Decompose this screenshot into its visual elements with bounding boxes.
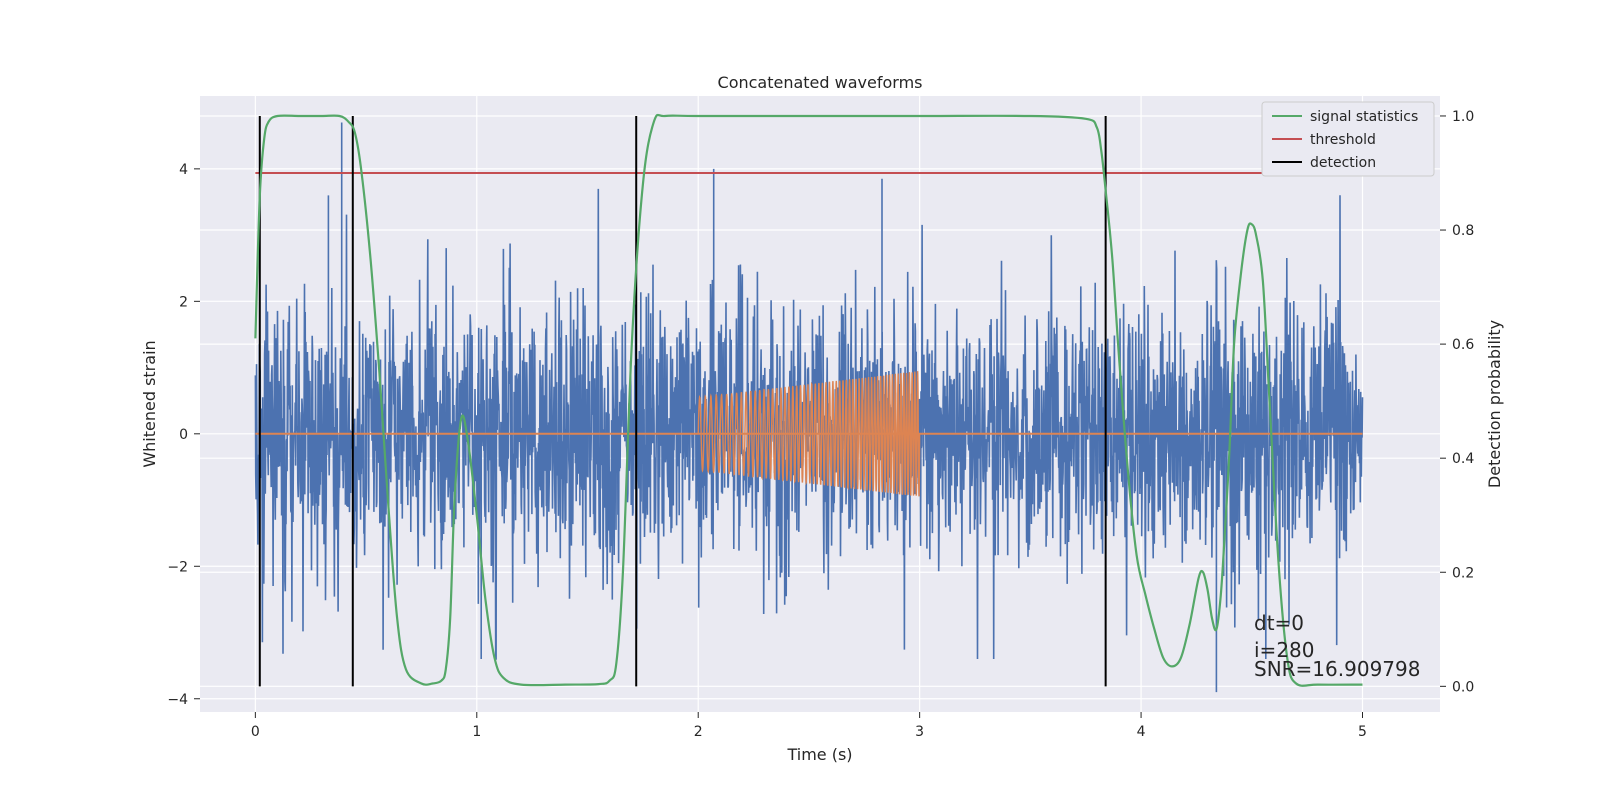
x-axis-title: Time (s)	[786, 745, 852, 764]
x-tick-label: 1	[472, 724, 481, 740]
signal-statistics-series	[254, 113, 1363, 687]
legend-label-detection: detection	[1310, 155, 1376, 171]
x-tick-label: 4	[1137, 724, 1146, 740]
detection-series	[258, 115, 1107, 687]
legend-box	[1261, 101, 1435, 177]
chart-title: Concatenated waveforms	[718, 73, 923, 92]
y-tick-label: 0	[179, 427, 188, 443]
y-tick-label: 4	[179, 162, 188, 178]
legend-label-threshold: threshold	[1310, 132, 1376, 148]
legend: signal statistics threshold detection	[1261, 101, 1435, 177]
legend-label-signal-statistics: signal statistics	[1310, 109, 1418, 125]
injection-chirp	[697, 371, 921, 497]
x-tick-label: 0	[251, 724, 260, 740]
y2-tick-label: 0.4	[1452, 451, 1474, 467]
signal-statistics-line	[254, 113, 1363, 687]
y2-tick-label: 0.8	[1452, 223, 1474, 239]
y2-tick-label: 0.0	[1452, 679, 1474, 695]
y-axis-ticks: −4 −2 0 2 4	[167, 162, 200, 708]
x-tick-label: 3	[915, 724, 924, 740]
y2-tick-label: 0.2	[1452, 565, 1474, 581]
y-tick-label: −4	[167, 692, 188, 708]
x-tick-label: 5	[1358, 724, 1367, 740]
y-tick-label: −2	[167, 559, 188, 575]
y2-tick-label: 0.6	[1452, 337, 1474, 353]
annotation-snr: SNR=16.909798	[1254, 657, 1420, 681]
injected-waveform-series	[255, 371, 1363, 497]
annotation-dt: dt=0	[1254, 611, 1304, 635]
y2-axis-ticks: 0.0 0.2 0.4 0.6 0.8 1.0	[1440, 109, 1474, 695]
y2-tick-label: 1.0	[1452, 109, 1474, 125]
y-tick-label: 2	[179, 294, 188, 310]
x-tick-label: 2	[694, 724, 703, 740]
annotation-i: i=280	[1254, 638, 1315, 662]
x-axis-ticks: 0 1 2 3 4 5	[251, 712, 1367, 740]
y-axis-title: Whitened strain	[140, 340, 159, 467]
y2-axis-title: Detection probability	[1485, 320, 1504, 488]
